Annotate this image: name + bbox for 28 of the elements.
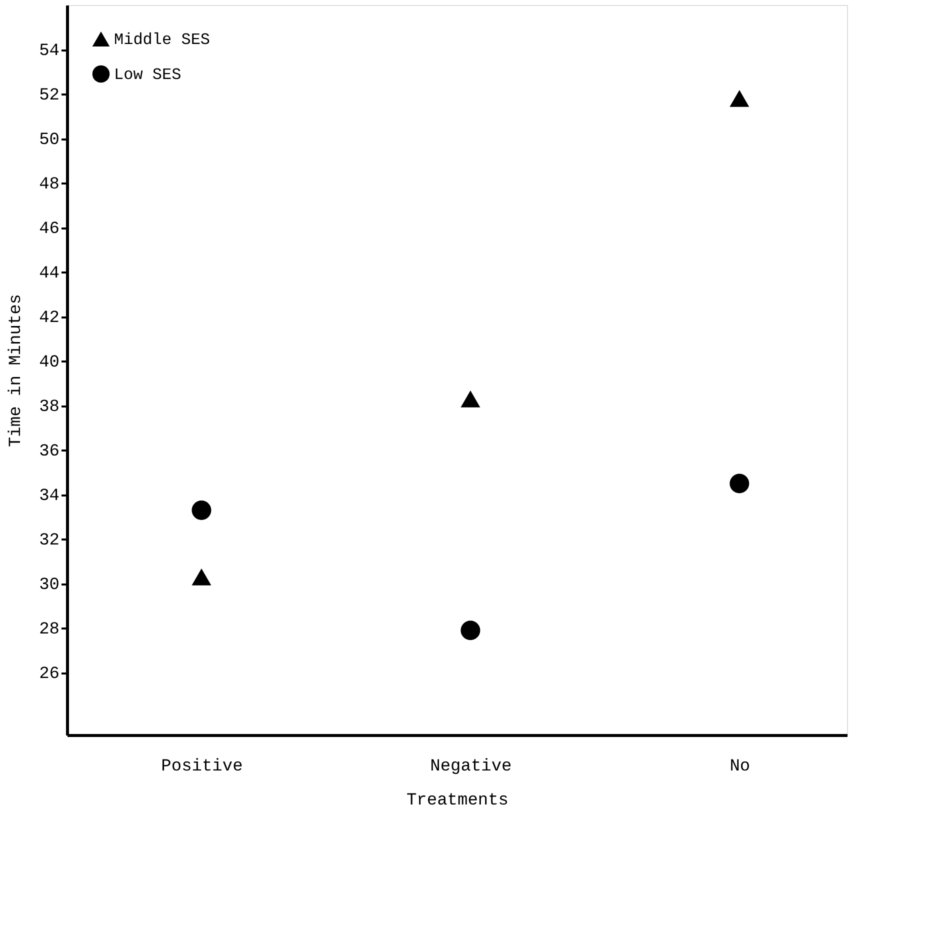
legend-label: Low SES (114, 66, 182, 84)
y-tick-label: 44 (39, 264, 60, 284)
y-tick-label: 32 (39, 532, 60, 551)
x-tick-label: Negative (430, 758, 512, 776)
x-axis-title: Treatments (406, 792, 509, 810)
y-tick-label: 52 (39, 86, 60, 106)
y-tick-label: 48 (39, 176, 60, 195)
y-tick-label: 30 (39, 576, 60, 596)
y-axis-title: Time in Minutes (7, 294, 26, 448)
y-tick-label: 38 (39, 398, 60, 418)
point (730, 90, 750, 107)
point (460, 390, 480, 408)
y-tick-label: 34 (39, 487, 60, 506)
point (730, 474, 750, 494)
legend-label: Middle SES (114, 31, 210, 49)
y-tick-label: 54 (39, 42, 60, 62)
y-tick-label: 50 (39, 131, 60, 150)
y-tick-label: 46 (39, 220, 60, 240)
point (192, 500, 212, 520)
y-tick-label: 36 (39, 442, 60, 462)
y-tick-label: 28 (39, 620, 60, 640)
y-tick-label: 40 (39, 354, 60, 373)
y-tick-label: 42 (39, 309, 60, 328)
x-tick-label: Positive (161, 758, 243, 776)
point (460, 620, 480, 640)
x-tick-label: No (730, 758, 750, 776)
point (192, 568, 212, 586)
y-tick-label: 26 (39, 665, 60, 684)
